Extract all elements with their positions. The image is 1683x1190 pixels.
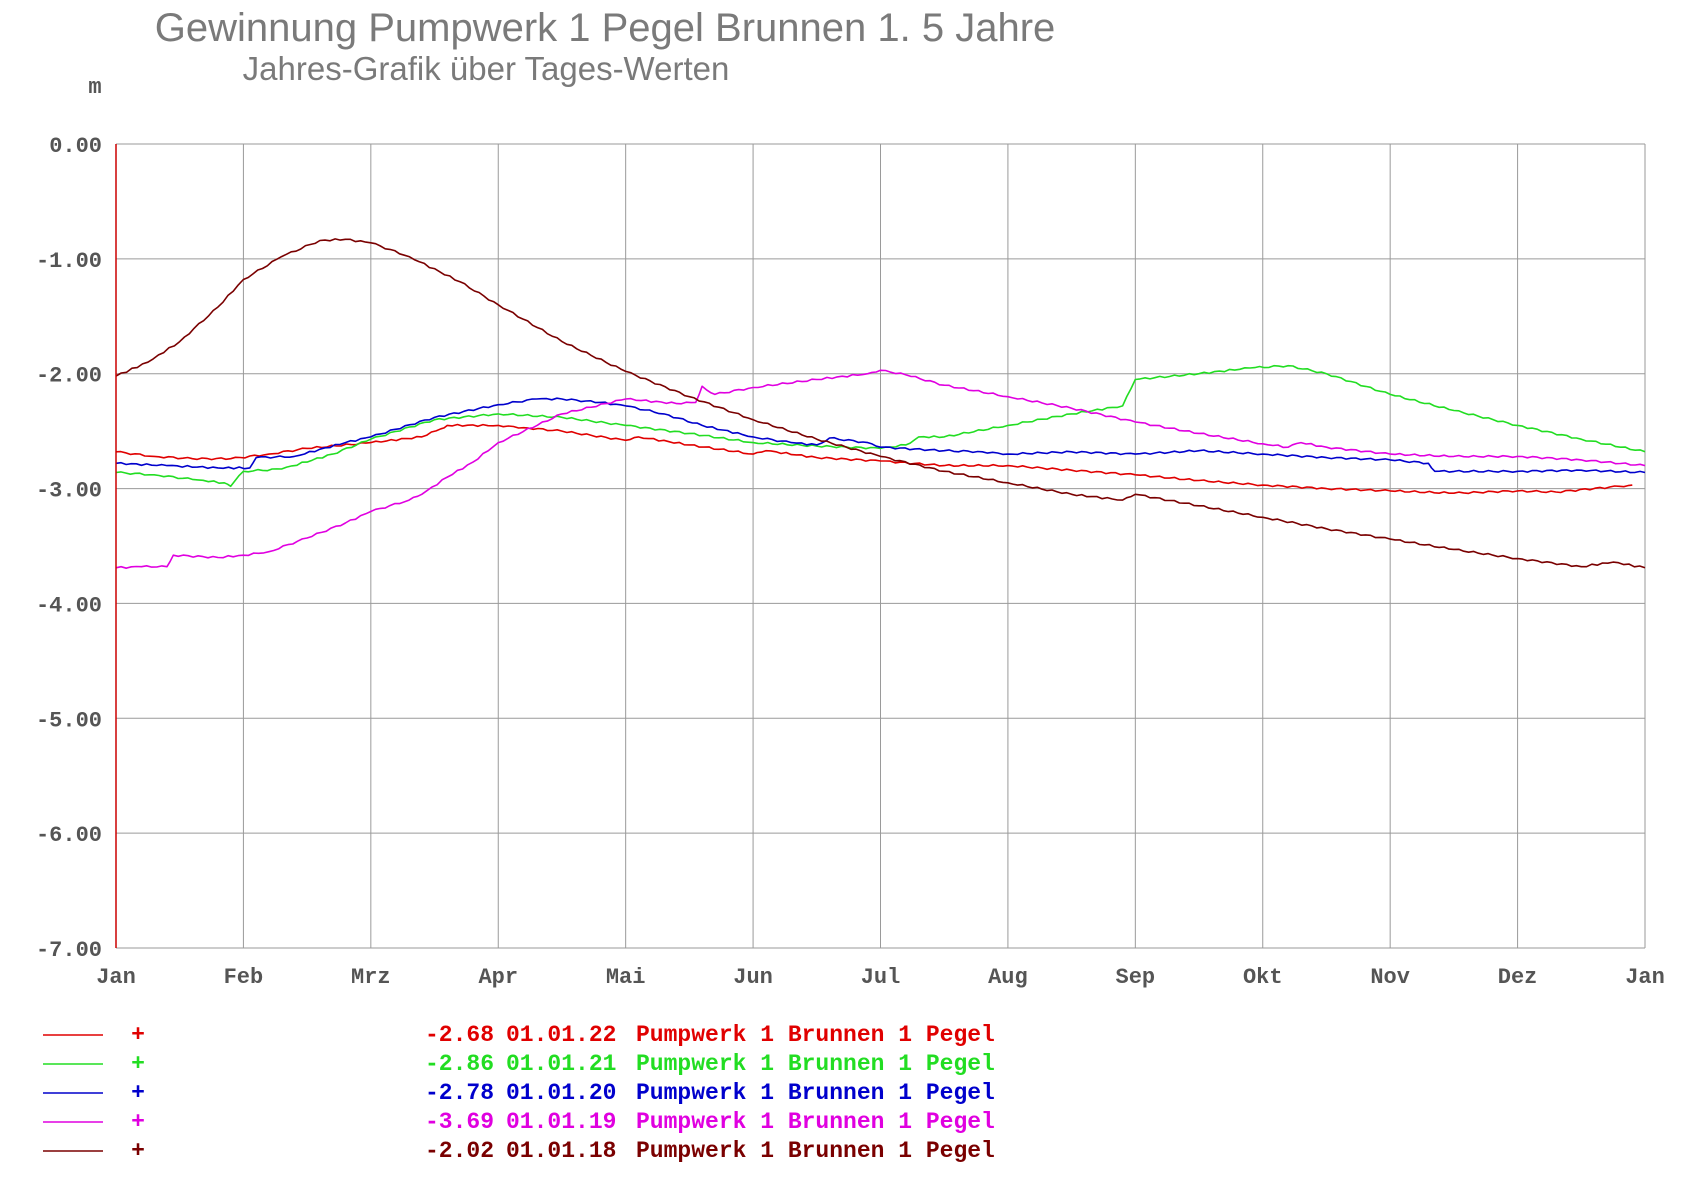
x-tick-label: Jan [1625,965,1665,990]
x-tick-label: Mrz [351,965,391,990]
y-tick-label: -3.00 [36,479,102,504]
legend-marker: + [131,1022,145,1048]
legend-entry: + -2.86 01.01.21 Pumpwerk 1 Brunnen 1 Pegel [43,1051,995,1077]
series-line-01.01.20 [115,397,1646,474]
x-tick-label: Aug [988,965,1028,990]
x-tick-label: Sep [1116,965,1156,990]
series-line-01.01.21 [115,364,1646,488]
x-tick-label: Jun [733,965,773,990]
legend-value: -2.02 [425,1138,494,1164]
legend-value: -2.86 [425,1051,494,1077]
chart-subtitle: Jahres-Grafik über Tages-Werten [243,50,730,87]
x-tick-label: Jul [861,965,901,990]
y-axis-ticks: 0.00 -1.00 -2.00 -3.00 -4.00 -5.00 -6.00 -7.00 [36,134,102,963]
legend-entry: + -2.78 01.01.20 Pumpwerk 1 Brunnen 1 Pegel [43,1080,995,1106]
legend-date: 01.01.20 [506,1080,616,1106]
y-tick-label: -5.00 [36,708,102,733]
chart-title: Gewinnung Pumpwerk 1 Pegel Brunnen 1. 5 … [155,6,1056,50]
series-lines [115,238,1646,569]
legend-entry: + -2.02 01.01.18 Pumpwerk 1 Brunnen 1 Pegel [43,1138,995,1164]
legend-series-name: Pumpwerk 1 Brunnen 1 Pegel [636,1080,995,1106]
y-tick-label: -4.00 [36,593,102,618]
series-line-01.01.22 [115,423,1633,495]
legend-date: 01.01.21 [506,1051,616,1077]
legend-series-name: Pumpwerk 1 Brunnen 1 Pegel [636,1022,995,1048]
legend-value: -2.68 [425,1022,494,1048]
legend-marker: + [131,1109,145,1135]
x-tick-label: Nov [1370,965,1410,990]
legend-date: 01.01.19 [506,1109,616,1135]
y-tick-label: -6.00 [36,823,102,848]
legend-marker: + [131,1080,145,1106]
legend-date: 01.01.22 [506,1022,616,1048]
legend-series-name: Pumpwerk 1 Brunnen 1 Pegel [636,1109,995,1135]
legend: + -2.68 01.01.22 Pumpwerk 1 Brunnen 1 Pegel… [43,1022,995,1164]
y-tick-label: -1.00 [36,249,102,274]
y-tick-label: -7.00 [36,938,102,963]
series-line-01.01.18 [115,238,1646,569]
legend-value: -3.69 [425,1109,494,1135]
x-tick-label: Dez [1498,965,1538,990]
series-line-01.01.19 [115,369,1646,569]
y-tick-label: 0.00 [49,134,102,159]
x-tick-label: Jan [96,965,136,990]
legend-entry: + -3.69 01.01.19 Pumpwerk 1 Brunnen 1 Pegel [43,1109,995,1135]
legend-series-name: Pumpwerk 1 Brunnen 1 Pegel [636,1051,995,1077]
x-tick-label: Mai [606,965,646,990]
legend-date: 01.01.18 [506,1138,616,1164]
legend-value: -2.78 [425,1080,494,1106]
legend-marker: + [131,1051,145,1077]
legend-marker: + [131,1138,145,1164]
y-axis-unit: m [88,75,101,100]
legend-entry: + -2.68 01.01.22 Pumpwerk 1 Brunnen 1 Pegel [43,1022,995,1048]
x-tick-label: Feb [224,965,264,990]
x-tick-label: Okt [1243,965,1283,990]
x-tick-label: Apr [478,965,518,990]
legend-series-name: Pumpwerk 1 Brunnen 1 Pegel [636,1138,995,1164]
y-tick-label: -2.00 [36,364,102,389]
grid [115,143,1646,949]
x-axis-ticks: Jan Feb Mrz Apr Mai Jun Jul Aug Sep Okt Nov Dez Jan [96,965,1665,990]
